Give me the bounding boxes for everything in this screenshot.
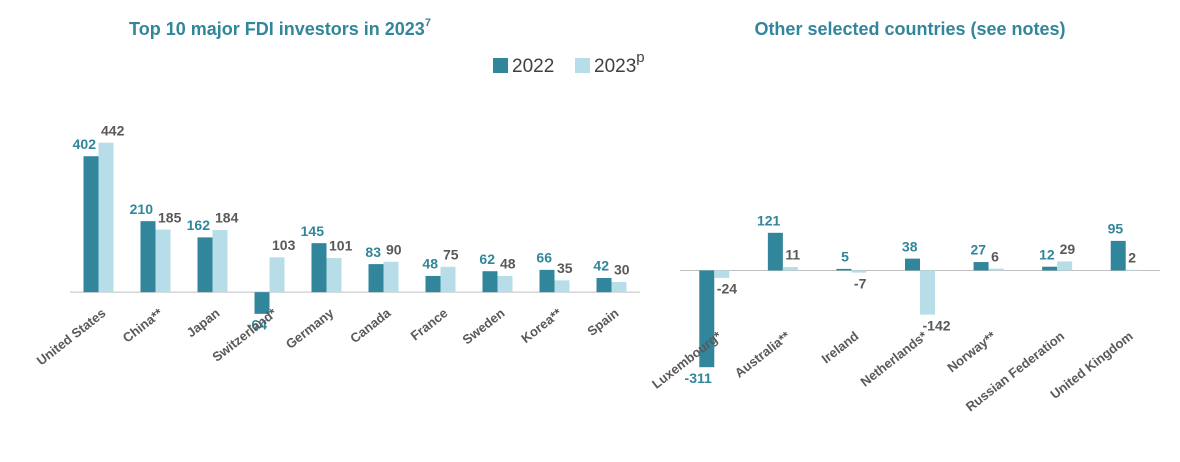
value-label: 35	[557, 260, 573, 276]
bar	[98, 142, 114, 293]
bar	[905, 258, 920, 271]
bar	[197, 237, 213, 293]
bar	[973, 262, 989, 271]
value-label: 42	[593, 258, 609, 274]
x-tick-label: Korea**	[518, 305, 565, 346]
value-label: 62	[479, 251, 495, 267]
value-label: 185	[158, 209, 182, 225]
x-tick-label: Norway**	[944, 328, 999, 376]
value-label: 27	[970, 242, 986, 258]
x-tick-label: United States	[34, 305, 109, 368]
bar	[699, 270, 715, 368]
value-label: 48	[500, 256, 516, 272]
value-label: -64	[247, 317, 267, 333]
bar	[1125, 269, 1141, 271]
x-tick-label: Japan	[184, 305, 223, 340]
value-label: 121	[757, 213, 781, 229]
value-label: 402	[73, 136, 97, 152]
value-label: 442	[101, 122, 125, 138]
value-label: 11	[785, 247, 800, 263]
bar	[383, 261, 399, 293]
bar	[714, 270, 730, 278]
value-label: 48	[422, 256, 438, 272]
x-tick-label: Canada	[347, 305, 394, 346]
value-label: 2	[1128, 250, 1136, 266]
chart-title: Other selected countries (see notes)	[754, 19, 1065, 39]
value-label: 95	[1108, 221, 1124, 237]
bar	[254, 292, 270, 314]
bar	[311, 243, 327, 293]
value-label: 12	[1039, 246, 1055, 262]
bar	[440, 266, 456, 293]
title-superscript: 7	[425, 17, 431, 29]
value-label: 38	[902, 238, 918, 254]
legend-swatch	[493, 58, 508, 73]
legend-swatch	[575, 58, 590, 73]
value-label: 184	[215, 210, 239, 226]
bar	[596, 277, 612, 293]
bar	[425, 275, 441, 293]
bar	[767, 232, 783, 271]
bar	[269, 257, 285, 293]
bar	[851, 270, 867, 273]
value-label: -311	[685, 370, 712, 386]
legend-label: 2022	[512, 56, 554, 77]
title-text: Top 10 major FDI investors in 2023	[129, 19, 425, 39]
value-label: 145	[301, 223, 325, 239]
value-label: 162	[187, 217, 211, 233]
bar	[1042, 266, 1058, 271]
value-label: 83	[365, 244, 381, 260]
x-tick-label: Sweden	[460, 305, 508, 347]
bar	[611, 282, 627, 293]
bar	[155, 229, 171, 293]
x-tick-label: China**	[120, 305, 166, 346]
bar	[836, 268, 852, 271]
value-label: -142	[923, 317, 951, 333]
value-label: 29	[1060, 241, 1076, 257]
x-tick-label: Germany	[283, 305, 337, 352]
bar	[988, 268, 1004, 271]
value-label: 90	[386, 241, 402, 257]
bar	[1110, 240, 1126, 271]
bar	[368, 264, 384, 293]
value-label: 5	[841, 249, 849, 265]
x-tick-label: Australia**	[732, 328, 794, 381]
bar	[482, 271, 498, 293]
value-label: 210	[130, 201, 154, 217]
bar	[497, 275, 513, 293]
bar	[1057, 261, 1073, 271]
x-tick-label: Netherlands*	[858, 328, 931, 390]
bar	[83, 156, 99, 293]
bar	[140, 221, 156, 293]
value-label: -7	[854, 275, 867, 291]
x-tick-label: Spain	[584, 305, 621, 339]
value-label: -24	[717, 281, 737, 297]
value-label: 103	[272, 237, 296, 253]
x-tick-label: Ireland	[819, 328, 862, 366]
chart-title: Top 10 major FDI investors in 20237	[129, 17, 431, 39]
bar	[782, 267, 798, 271]
value-label: 6	[991, 248, 999, 264]
legend-superscript: p	[636, 49, 644, 66]
bar	[920, 270, 935, 315]
bar	[212, 229, 228, 293]
value-label: 101	[329, 238, 353, 254]
bar	[554, 280, 570, 293]
value-label: 75	[443, 247, 459, 263]
x-tick-label: Switzerland*	[209, 305, 280, 365]
bar	[539, 269, 555, 293]
legend-text: 2023	[594, 56, 636, 77]
x-tick-label: France	[408, 305, 451, 343]
value-label: 30	[614, 262, 630, 278]
bar	[326, 258, 342, 293]
value-label: 66	[536, 250, 552, 266]
legend-label: 2023p	[594, 49, 645, 77]
